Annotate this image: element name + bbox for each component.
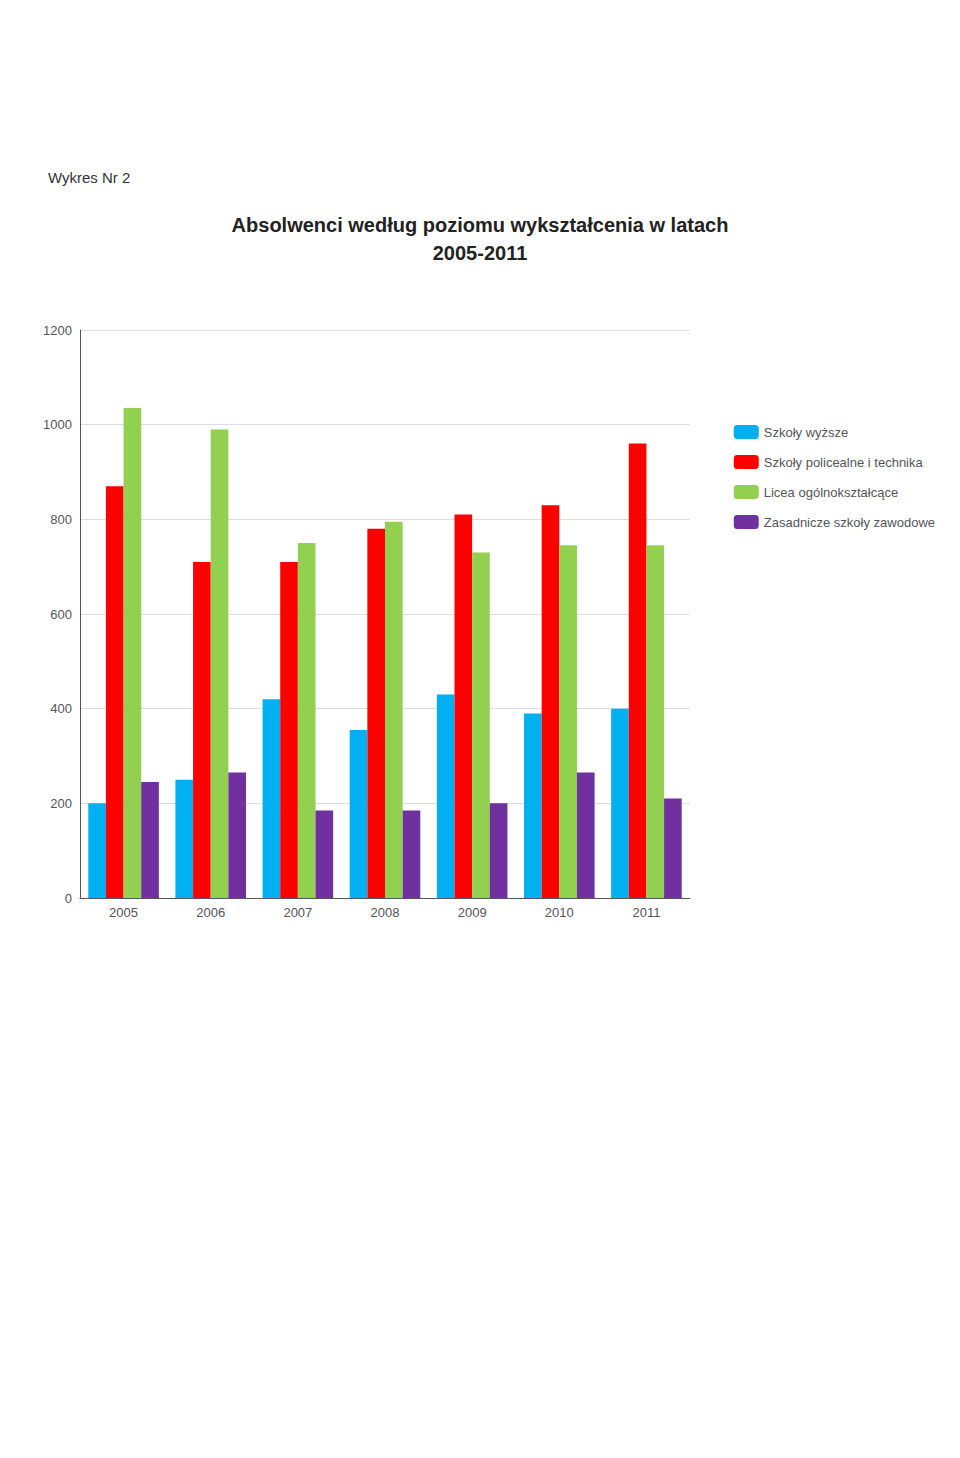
svg-text:2011: 2011 [632, 905, 660, 920]
svg-text:400: 400 [50, 701, 72, 716]
svg-text:200: 200 [50, 796, 72, 811]
svg-text:1200: 1200 [43, 323, 72, 338]
svg-text:600: 600 [50, 607, 72, 622]
svg-text:Absolwenci według poziomu wyks: Absolwenci według poziomu wykształcenia … [232, 214, 729, 236]
svg-text:0: 0 [65, 891, 72, 906]
svg-text:2008: 2008 [371, 905, 400, 920]
svg-text:Licea ogólnokształcące: Licea ogólnokształcące [764, 485, 898, 500]
svg-text:Zasadnicze szkoły zawodowe: Zasadnicze szkoły zawodowe [764, 515, 935, 530]
svg-text:2006: 2006 [196, 905, 225, 920]
svg-text:2009: 2009 [458, 905, 487, 920]
svg-text:Szkoły policealne i technika: Szkoły policealne i technika [764, 455, 924, 470]
svg-text:2010: 2010 [545, 905, 574, 920]
svg-text:2007: 2007 [283, 905, 312, 920]
svg-text:2005: 2005 [109, 905, 138, 920]
svg-text:2005-2011: 2005-2011 [433, 242, 528, 264]
svg-text:1000: 1000 [43, 417, 72, 432]
svg-text:Szkoły wyższe: Szkoły wyższe [764, 425, 849, 440]
svg-text:Wykres Nr 2: Wykres Nr 2 [48, 169, 130, 186]
svg-text:800: 800 [50, 512, 72, 527]
